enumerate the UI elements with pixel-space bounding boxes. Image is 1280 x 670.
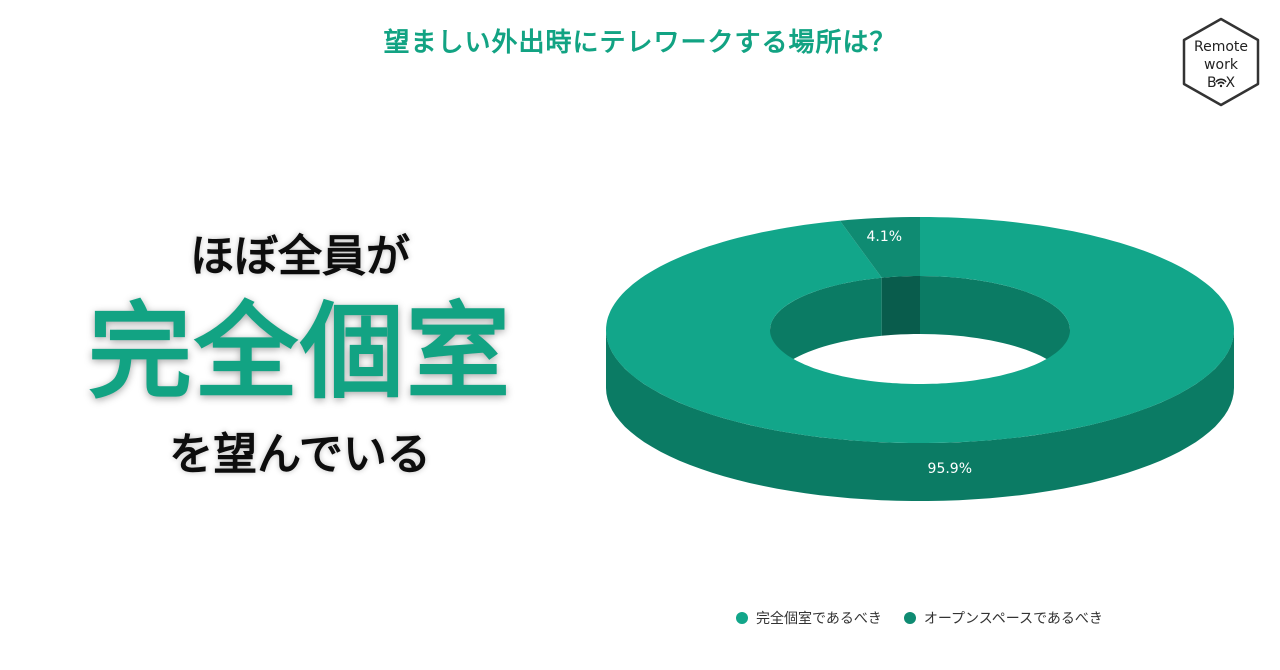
- inner-wall-0-1: [770, 277, 882, 388]
- logo-hexagon: [1182, 17, 1260, 107]
- outer-wall-0: [606, 330, 1234, 501]
- slice-top-1: [840, 217, 920, 278]
- legend-label-private: 完全個室であるべき: [756, 611, 882, 627]
- data-label-1: 4.1%: [867, 229, 903, 245]
- lead-line-3: を望んでいる: [165, 425, 435, 484]
- wifi-icon: [1215, 78, 1227, 88]
- data-label-0: 95.9%: [928, 461, 972, 477]
- lead-line-1: ほぼ全員が: [186, 227, 414, 286]
- legend-item-open: オープンスペースであるべき: [903, 608, 1103, 628]
- logo-text-line2: work: [1204, 57, 1239, 73]
- slice-top-0: [606, 217, 1234, 443]
- lead-text: ほぼ全員が 完全個室 を望んでいる: [0, 220, 600, 484]
- inner-wall-0-0: [920, 276, 1070, 388]
- legend-label-open: オープンスペースであるべき: [923, 611, 1103, 627]
- legend-dot-private: [736, 612, 748, 624]
- remote-work-box-logo: Remote work B X: [1182, 17, 1260, 107]
- lead-line-2-highlight: 完全個室: [82, 286, 516, 418]
- chart-legend: 完全個室であるべき オープンスペースであるべき: [736, 608, 1103, 628]
- page-title: 望ましい外出時にテレワークする場所は？: [383, 28, 897, 58]
- legend-item-private: 完全個室であるべき: [736, 608, 882, 628]
- logo-text-line1: Remote: [1194, 39, 1248, 55]
- donut-chart: 95.9% 4.1%: [606, 217, 1234, 501]
- legend-dot-open: [903, 612, 916, 624]
- inner-wall-1-1: [881, 276, 920, 336]
